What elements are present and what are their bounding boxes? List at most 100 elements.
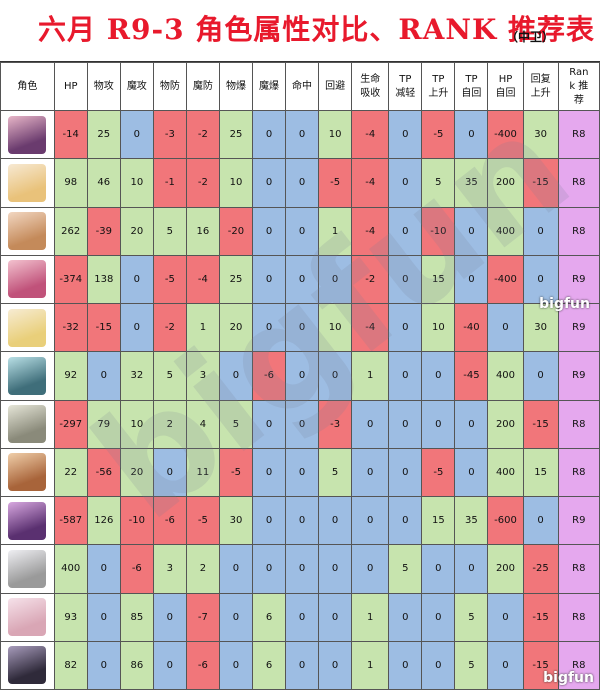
column-header: TP 上升 xyxy=(421,62,456,111)
value-cell: 0 xyxy=(218,640,253,690)
value-cell: -5 xyxy=(185,495,220,546)
value-cell: 1 xyxy=(318,206,353,256)
value-cell: 5 xyxy=(454,592,489,642)
value-cell: 20 xyxy=(218,302,253,353)
value-cell: 0 xyxy=(388,592,423,642)
value-cell: 0 xyxy=(454,254,489,305)
character-avatar xyxy=(8,212,47,251)
value-cell: -7 xyxy=(185,592,220,642)
value-cell: 0 xyxy=(285,351,320,401)
value-cell: -10 xyxy=(119,495,154,546)
value-cell: 0 xyxy=(388,158,423,208)
value-cell: 10 xyxy=(421,302,456,353)
value-cell: 0 xyxy=(351,495,390,546)
value-cell: 0 xyxy=(318,544,353,594)
value-cell: -6 xyxy=(185,640,220,690)
value-cell: 0 xyxy=(421,399,456,449)
rank-cell: R9 xyxy=(557,495,600,546)
title-bar: 六月 R9-3 角色属性对比、RANK 推荐表 （中卫） xyxy=(0,0,600,62)
value-cell: 0 xyxy=(218,544,253,594)
value-cell: -400 xyxy=(487,109,524,160)
value-cell: 0 xyxy=(251,495,287,546)
value-cell: 0 xyxy=(388,399,423,449)
value-cell: 93 xyxy=(53,592,88,642)
value-cell: 0 xyxy=(351,544,390,594)
column-header: 生命 吸收 xyxy=(351,62,390,111)
value-cell: -15 xyxy=(522,592,559,642)
character-avatar xyxy=(8,549,47,588)
value-cell: 0 xyxy=(285,640,320,690)
character-avatar xyxy=(8,646,47,685)
page-subtitle: （中卫） xyxy=(506,30,555,44)
avatar-cell xyxy=(0,254,55,305)
value-cell: -400 xyxy=(487,254,524,305)
value-cell: 0 xyxy=(454,109,489,160)
value-cell: -39 xyxy=(86,206,121,256)
value-cell: 15 xyxy=(522,447,559,498)
value-cell: 0 xyxy=(487,302,524,353)
value-cell: 0 xyxy=(522,206,559,256)
value-cell: 22 xyxy=(53,447,88,498)
character-avatar xyxy=(8,501,47,540)
value-cell: 0 xyxy=(86,544,121,594)
table-row: 22 -56 20 0 11 -5 0 0 5 0 0 -5 0 400 15 R8 xyxy=(0,447,600,498)
value-cell: -587 xyxy=(53,495,88,546)
value-cell: 0 xyxy=(285,158,320,208)
value-cell: 0 xyxy=(86,351,121,401)
value-cell: 10 xyxy=(318,109,353,160)
rank-cell: R9 xyxy=(557,302,600,353)
column-header: 魔防 xyxy=(185,62,220,111)
value-cell: 0 xyxy=(318,495,353,546)
attribute-table: 角色 HP 物攻 魔攻 物防 魔防 物爆 魔爆 命中 回避 生命 吸收 TP 减轻 TP 上升 TP 自回 HP 自回… xyxy=(0,62,600,690)
header-row: 角色 HP 物攻 魔攻 物防 魔防 物爆 魔爆 命中 回避 生命 吸收 TP 减轻 TP 上升 TP 自回 HP 自回… xyxy=(0,62,600,111)
value-cell: 3 xyxy=(185,351,220,401)
value-cell: -6 xyxy=(119,544,154,594)
value-cell: -32 xyxy=(53,302,88,353)
value-cell: 2 xyxy=(185,544,220,594)
table-row: -587 126 -10 -6 -5 30 0 0 0 0 0 15 35 -600 0 R9 xyxy=(0,495,600,546)
value-cell: 25 xyxy=(218,109,253,160)
rank-cell: R8 xyxy=(557,109,600,160)
value-cell: 0 xyxy=(454,544,489,594)
column-header: Ran k 推荐 xyxy=(557,62,600,111)
character-avatar xyxy=(8,308,47,347)
avatar-cell xyxy=(0,206,55,256)
value-cell: 1 xyxy=(351,640,390,690)
table-row: 92 0 32 5 3 0 -6 0 0 1 0 0 -45 400 0 R9 xyxy=(0,351,600,401)
value-cell: 0 xyxy=(285,254,320,305)
column-header: 回复 上升 xyxy=(522,62,559,111)
value-cell: -25 xyxy=(522,544,559,594)
value-cell: 98 xyxy=(53,158,88,208)
value-cell: 10 xyxy=(218,158,253,208)
avatar-cell xyxy=(0,399,55,449)
value-cell: 1 xyxy=(185,302,220,353)
character-avatar xyxy=(8,356,47,395)
value-cell: 0 xyxy=(251,158,287,208)
value-cell: 0 xyxy=(251,254,287,305)
value-cell: 16 xyxy=(185,206,220,256)
value-cell: -4 xyxy=(351,302,390,353)
value-cell: -374 xyxy=(53,254,88,305)
value-cell: -297 xyxy=(53,399,88,449)
rank-cell: R8 xyxy=(557,158,600,208)
value-cell: -2 xyxy=(351,254,390,305)
value-cell: 0 xyxy=(454,206,489,256)
value-cell: -40 xyxy=(454,302,489,353)
value-cell: 0 xyxy=(388,109,423,160)
value-cell: 92 xyxy=(53,351,88,401)
value-cell: 86 xyxy=(119,640,154,690)
avatar-cell xyxy=(0,544,55,594)
value-cell: 5 xyxy=(152,351,187,401)
avatar-cell xyxy=(0,158,55,208)
value-cell: -3 xyxy=(152,109,187,160)
value-cell: 0 xyxy=(388,495,423,546)
value-cell: 0 xyxy=(487,592,524,642)
value-cell: -5 xyxy=(421,109,456,160)
table-row: 93 0 85 0 -7 0 6 0 0 1 0 0 5 0 -15 R8 xyxy=(0,592,600,642)
value-cell: 0 xyxy=(388,254,423,305)
value-cell: -5 xyxy=(318,158,353,208)
avatar-cell xyxy=(0,109,55,160)
value-cell: 0 xyxy=(251,544,287,594)
value-cell: 138 xyxy=(86,254,121,305)
value-cell: 0 xyxy=(421,351,456,401)
